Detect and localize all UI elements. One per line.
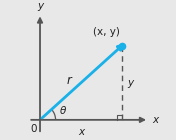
Text: x: x xyxy=(152,115,158,125)
Text: θ: θ xyxy=(60,106,66,116)
Text: y: y xyxy=(128,78,134,88)
Text: 0: 0 xyxy=(30,124,37,134)
Text: r: r xyxy=(67,74,72,87)
Text: (x, y): (x, y) xyxy=(93,27,120,37)
Text: x: x xyxy=(78,127,84,136)
Text: y: y xyxy=(37,1,43,11)
